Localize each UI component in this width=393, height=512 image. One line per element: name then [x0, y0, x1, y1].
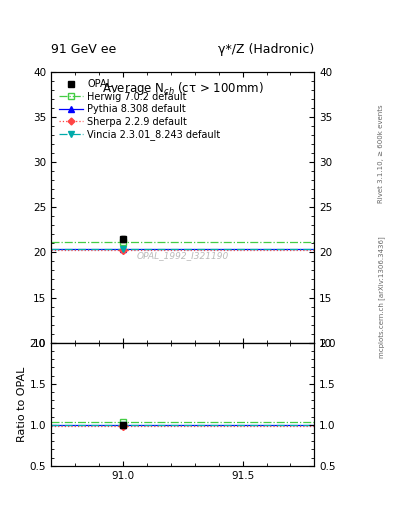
Y-axis label: Ratio to OPAL: Ratio to OPAL — [17, 367, 27, 442]
Text: 91 GeV ee: 91 GeV ee — [51, 44, 116, 56]
Text: Rivet 3.1.10, ≥ 600k events: Rivet 3.1.10, ≥ 600k events — [378, 104, 384, 203]
Text: γ*/Z (Hadronic): γ*/Z (Hadronic) — [218, 44, 314, 56]
Legend: OPAL, Herwig 7.0.2 default, Pythia 8.308 default, Sherpa 2.2.9 default, Vincia 2: OPAL, Herwig 7.0.2 default, Pythia 8.308… — [56, 76, 223, 143]
Text: Average N$_{ch}$ (cτ > 100mm): Average N$_{ch}$ (cτ > 100mm) — [102, 80, 264, 97]
Text: mcplots.cern.ch [arXiv:1306.3436]: mcplots.cern.ch [arXiv:1306.3436] — [378, 236, 385, 358]
Text: OPAL_1992_I321190: OPAL_1992_I321190 — [137, 251, 229, 261]
